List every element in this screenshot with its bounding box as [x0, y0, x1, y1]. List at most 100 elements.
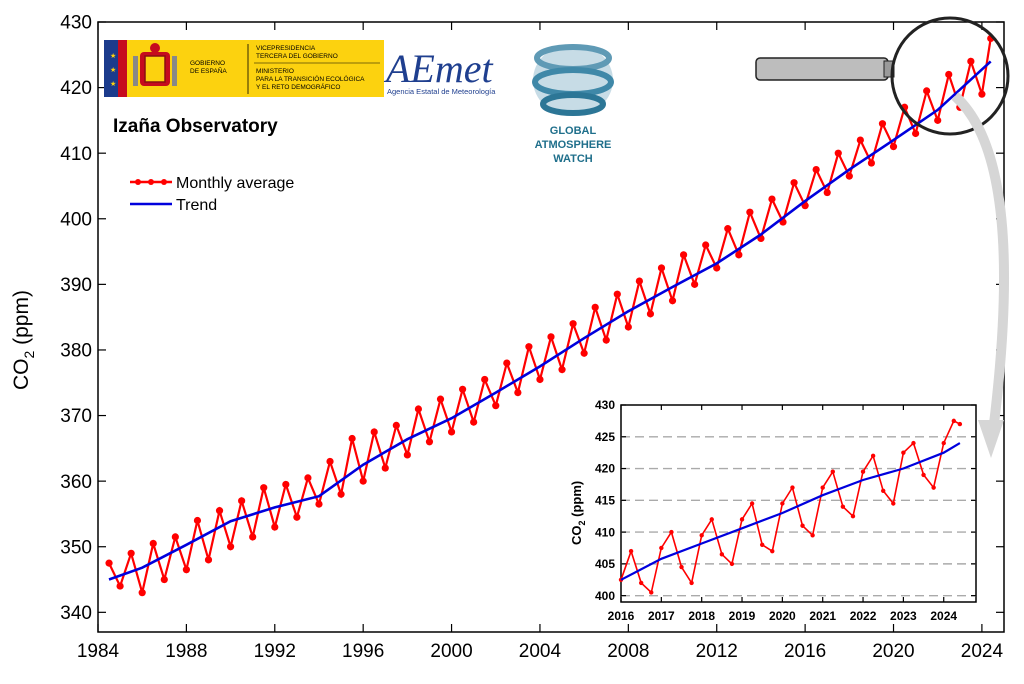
monthly-average-point: [602, 336, 610, 344]
y-tick-label: 410: [60, 144, 92, 165]
monthly-average-point: [249, 533, 257, 541]
min-line1: MINISTERIO: [256, 68, 294, 75]
monthly-average-point: [414, 405, 423, 413]
x-tick-label: 2021: [809, 609, 836, 623]
monthly-average-point: [326, 457, 334, 466]
y-tick-label: 390: [60, 275, 92, 296]
monthly-average-point: [649, 590, 654, 595]
gaw-logo: GLOBAL ATMOSPHERE WATCH: [532, 44, 614, 165]
monthly-average-point: [525, 343, 533, 351]
inset-chart: 400 405 410 415 420 425 430 2016 2017 2018 2019 202…: [569, 398, 977, 623]
main-axes: 340 350 360 370 380 390 400 410 420 430 1984 1988 19…: [60, 13, 1004, 662]
y-tick-label: 420: [595, 462, 615, 476]
monthly-average-point: [558, 366, 566, 374]
monthly-average-point: [941, 440, 946, 446]
main-series-group: [105, 34, 995, 597]
trend-line: [620, 442, 961, 581]
monthly-average-point: [536, 375, 544, 384]
monthly-average-point: [699, 533, 704, 538]
vice-line2: TERCERA DEL GOBIERNO: [256, 53, 338, 60]
monthly-average-point: [800, 523, 805, 528]
min-line3: Y EL RETO DEMOGRÁFICO: [256, 82, 340, 91]
monthly-average-point: [911, 440, 916, 446]
inset-y-axis-title: CO2 (ppm): [569, 481, 587, 545]
y-tick-label: 380: [60, 341, 92, 362]
monthly-average-point: [470, 418, 478, 426]
x-tick-label: 2012: [696, 641, 738, 662]
monthly-average-point: [591, 303, 599, 311]
monthly-average-point: [978, 90, 986, 98]
monthly-average-point: [679, 251, 688, 259]
x-tick-label: 1992: [254, 641, 296, 662]
monthly-average-point: [957, 421, 963, 427]
monthly-average-point: [810, 533, 815, 538]
monthly-average-point: [709, 517, 714, 522]
aemet-logo: AEmet Agencia Estatal de Meteorología: [383, 46, 496, 96]
x-tick-label: 2019: [729, 609, 756, 623]
monthly-average-point: [160, 575, 168, 584]
monthly-average-point: [116, 582, 124, 590]
monthly-average-point: [834, 149, 842, 157]
monthly-average-point: [481, 375, 489, 384]
monthly-average-point: [215, 507, 224, 515]
monthly-average-point: [105, 559, 113, 567]
monthly-average-point: [923, 87, 931, 95]
monthly-average-point: [204, 556, 213, 564]
x-tick-label: 2016: [784, 641, 826, 662]
monthly-average-point: [945, 70, 953, 79]
monthly-average-point: [149, 539, 157, 548]
legend-monthly-average: Monthly average: [176, 175, 294, 192]
gaw-line3: WATCH: [553, 153, 593, 165]
gov-line1: GOBIERNO: [190, 60, 225, 67]
monthly-average-point: [860, 469, 866, 474]
monthly-average-point: [759, 542, 765, 548]
monthly-average-point: [867, 159, 876, 167]
monthly-average-point: [282, 480, 290, 489]
x-tick-label: 2022: [850, 609, 877, 623]
y-tick-label: 425: [595, 430, 615, 444]
svg-text:★: ★: [110, 52, 116, 60]
monthly-average-point: [271, 523, 279, 531]
x-tick-label: 1988: [165, 641, 207, 662]
y-tick-label: 430: [595, 398, 615, 412]
x-tick-label: 2020: [769, 609, 796, 623]
y-tick-label: 370: [60, 406, 92, 427]
monthly-average-point: [547, 333, 555, 341]
x-tick-label: 2004: [519, 641, 562, 662]
monthly-average-point: [850, 514, 856, 519]
trend-line: [108, 60, 992, 581]
monthly-average-point: [724, 225, 732, 233]
monthly-average-point: [403, 451, 411, 459]
monthly-average-point: [679, 564, 684, 570]
inset-frame: [620, 404, 977, 603]
monthly-average-point: [719, 552, 725, 557]
monthly-average-point: [514, 388, 522, 397]
monthly-average-point: [657, 264, 666, 272]
monthly-average-point: [370, 428, 378, 436]
monthly-average-point: [304, 474, 312, 482]
x-tick-label: 2020: [872, 641, 914, 662]
monthly-average-point: [702, 241, 710, 249]
monthly-average-point: [967, 57, 975, 65]
magnifier-icon: [755, 16, 1010, 136]
x-tick-label: 2000: [430, 641, 472, 662]
monthly-average-point: [669, 529, 674, 535]
monthly-average-point: [735, 251, 743, 259]
monthly-average-point: [436, 395, 445, 403]
monthly-average-point: [569, 320, 577, 328]
y-tick-label: 405: [595, 557, 615, 571]
monthly-average-point: [337, 490, 345, 498]
y-axis-title: CO2 (ppm): [10, 290, 37, 390]
inset-axes: 400 405 410 415 420 425 430 2016 2017 2018 2019 202…: [595, 398, 976, 623]
monthly-average-point: [790, 179, 798, 187]
monthly-average-point: [901, 450, 906, 455]
y-tick-label: 410: [595, 525, 615, 539]
y-tick-label: 415: [595, 494, 615, 508]
y-tick-label: 400: [595, 589, 615, 603]
x-tick-label: 2018: [688, 609, 715, 623]
monthly-average-point: [840, 504, 846, 509]
monthly-average-point: [138, 589, 146, 597]
monthly-average-point: [845, 172, 853, 180]
monthly-average-point: [392, 421, 400, 429]
legend-trend: Trend: [176, 197, 217, 214]
